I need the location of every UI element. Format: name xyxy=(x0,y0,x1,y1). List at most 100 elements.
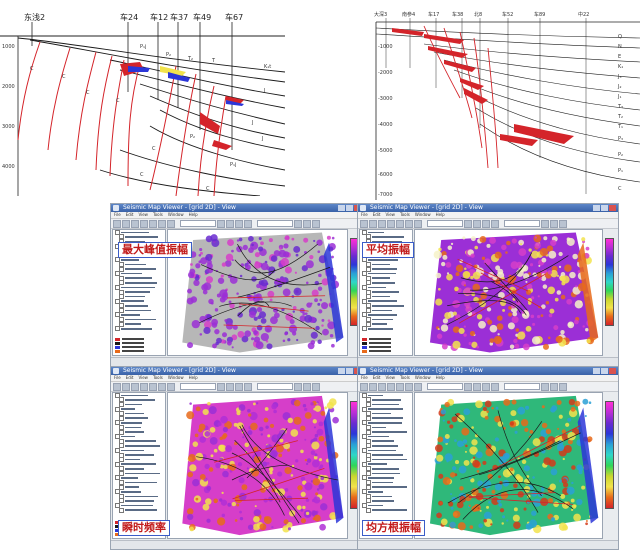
layer-checkbox[interactable] xyxy=(115,298,120,304)
layer-tree-item[interactable] xyxy=(360,317,412,323)
toolbar-button[interactable] xyxy=(122,219,130,228)
layer-checkbox[interactable] xyxy=(366,289,371,295)
toolbar-button[interactable] xyxy=(473,382,481,391)
layer-checkbox[interactable] xyxy=(366,275,371,281)
layer-tree-item[interactable] xyxy=(360,429,412,435)
layer-checkbox[interactable] xyxy=(362,326,367,332)
toolbar-button[interactable] xyxy=(244,382,252,391)
layer-tree-item[interactable] xyxy=(360,434,412,440)
layer-checkbox[interactable] xyxy=(366,294,371,300)
toolbar[interactable] xyxy=(358,219,618,229)
toolbar-button[interactable] xyxy=(414,219,422,228)
layer-tree-item[interactable] xyxy=(113,507,165,513)
layer-checkbox[interactable] xyxy=(119,266,124,272)
layer-tree-item[interactable] xyxy=(360,457,412,463)
layer-tree-item[interactable] xyxy=(113,447,165,453)
toolbar-button[interactable] xyxy=(405,382,413,391)
menu-item-edit[interactable]: Edit xyxy=(125,212,134,217)
toolbar-combo[interactable] xyxy=(427,383,463,390)
layer-tree-item[interactable] xyxy=(360,443,412,449)
layer-checkbox[interactable] xyxy=(366,443,371,449)
toolbar-button[interactable] xyxy=(303,382,311,391)
toolbar-button[interactable] xyxy=(244,219,252,228)
layer-checkbox[interactable] xyxy=(366,411,371,417)
layer-tree-item[interactable] xyxy=(360,484,412,490)
layer-checkbox[interactable] xyxy=(119,466,124,472)
layer-checkbox[interactable] xyxy=(366,498,371,504)
layer-checkbox[interactable] xyxy=(362,461,367,467)
layer-tree-item[interactable] xyxy=(113,406,165,412)
toolbar-combo[interactable] xyxy=(504,220,540,227)
toolbar-button[interactable] xyxy=(464,219,472,228)
layer-tree-item[interactable] xyxy=(360,266,412,272)
layer-tree-item[interactable] xyxy=(360,230,412,235)
layer-tree-item[interactable] xyxy=(360,312,412,318)
toolbar-button[interactable] xyxy=(550,219,558,228)
layer-checkbox[interactable] xyxy=(115,475,120,481)
toolbar-button[interactable] xyxy=(396,382,404,391)
layer-tree[interactable] xyxy=(112,392,166,539)
toolbar-button[interactable] xyxy=(491,382,499,391)
toolbar-button[interactable] xyxy=(312,219,320,228)
layer-tree-item[interactable] xyxy=(360,470,412,476)
toolbar-button[interactable] xyxy=(387,382,395,391)
layer-tree-item[interactable] xyxy=(360,275,412,281)
layer-tree-item[interactable] xyxy=(360,475,412,481)
layer-tree-item[interactable] xyxy=(113,461,165,467)
layer-checkbox[interactable] xyxy=(119,401,124,407)
layer-tree-item[interactable] xyxy=(113,294,165,300)
layer-checkbox[interactable] xyxy=(366,452,371,458)
layer-tree-item[interactable] xyxy=(113,498,165,504)
layer-tree-item[interactable] xyxy=(113,443,165,449)
layer-tree-item[interactable] xyxy=(113,317,165,323)
layer-tree-item[interactable] xyxy=(360,424,412,430)
layer-checkbox[interactable] xyxy=(119,470,124,476)
toolbar-button[interactable] xyxy=(235,219,243,228)
layer-tree-item[interactable] xyxy=(113,452,165,458)
layer-checkbox[interactable] xyxy=(119,261,124,267)
layer-tree-item[interactable] xyxy=(360,489,412,495)
map-viewport[interactable] xyxy=(167,229,348,356)
toolbar-button[interactable] xyxy=(559,382,567,391)
layer-tree-item[interactable] xyxy=(360,452,412,458)
layer-checkbox[interactable] xyxy=(115,326,120,332)
toolbar-button[interactable] xyxy=(405,219,413,228)
layer-tree-item[interactable] xyxy=(360,447,412,453)
toolbar-button[interactable] xyxy=(541,219,549,228)
layer-checkbox[interactable] xyxy=(362,447,367,453)
layer-checkbox[interactable] xyxy=(119,234,124,240)
layer-tree-item[interactable] xyxy=(113,503,165,509)
toolbar-button[interactable] xyxy=(559,219,567,228)
toolbar[interactable] xyxy=(111,219,363,229)
window-controls[interactable] xyxy=(593,205,616,211)
layer-tree-item[interactable] xyxy=(113,271,165,277)
layer-tree-item[interactable] xyxy=(360,438,412,444)
layer-tree-item[interactable] xyxy=(360,326,412,332)
toolbar-button[interactable] xyxy=(226,382,234,391)
toolbar-button[interactable] xyxy=(541,382,549,391)
toolbar-button[interactable] xyxy=(158,382,166,391)
toolbar-button[interactable] xyxy=(491,219,499,228)
layer-tree-item[interactable] xyxy=(113,321,165,327)
layer-tree-item[interactable] xyxy=(113,289,165,295)
layer-checkbox[interactable] xyxy=(115,461,120,467)
toolbar-button[interactable] xyxy=(387,219,395,228)
layer-checkbox[interactable] xyxy=(366,484,371,490)
layer-checkbox[interactable] xyxy=(366,415,371,421)
menu-item-view[interactable]: View xyxy=(138,375,148,380)
seismic-window[interactable]: Seismic Map Viewer - [grid 2D] - View Fi… xyxy=(110,366,364,550)
layer-checkbox[interactable] xyxy=(366,303,371,309)
layer-tree-item[interactable] xyxy=(360,284,412,290)
layer-tree-item[interactable] xyxy=(360,393,412,398)
layer-checkbox[interactable] xyxy=(119,411,124,417)
layer-tree-item[interactable] xyxy=(360,397,412,403)
window-titlebar[interactable]: Seismic Map Viewer - [grid 2D] - View xyxy=(111,204,363,212)
layer-tree-item[interactable] xyxy=(113,312,165,318)
toolbar-button[interactable] xyxy=(396,219,404,228)
seismic-window[interactable]: Seismic Map Viewer - [grid 2D] - View Fi… xyxy=(357,366,619,550)
layer-tree-item[interactable] xyxy=(113,401,165,407)
layer-tree-item[interactable] xyxy=(113,266,165,272)
menu-item-view[interactable]: View xyxy=(385,375,395,380)
menu-item-file[interactable]: File xyxy=(114,375,121,380)
map-viewport[interactable] xyxy=(414,229,603,356)
